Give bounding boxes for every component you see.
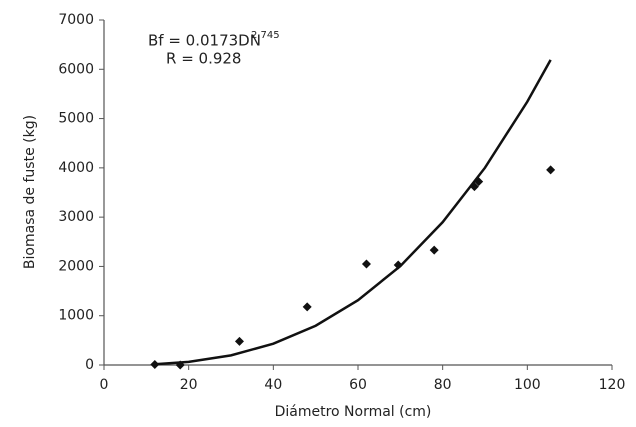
equation: Bf = 0.0173DN — [148, 32, 261, 50]
x-tick-label: 20 — [180, 377, 198, 393]
x-tick-label: 80 — [434, 377, 452, 393]
x-axis-label: Diámetro Normal (cm) — [275, 404, 432, 420]
point — [175, 360, 185, 370]
y-tick-label: 7000 — [58, 12, 94, 28]
x-tick-label: 40 — [264, 377, 282, 393]
x-tick-label: 100 — [514, 377, 541, 393]
point — [546, 165, 556, 175]
equation-exponent: 2.745 — [251, 30, 280, 41]
y-tick-label: 1000 — [58, 308, 94, 324]
point — [429, 245, 439, 255]
r-value: R = 0.928 — [166, 50, 241, 68]
point — [234, 336, 244, 346]
y-tick-label: 4000 — [58, 160, 94, 176]
point — [150, 360, 160, 370]
x-tick-label: 120 — [599, 377, 626, 393]
point — [474, 177, 484, 187]
y-tick-label: 2000 — [58, 258, 94, 274]
y-tick-label: 3000 — [58, 209, 94, 225]
y-tick-label: 5000 — [58, 111, 94, 127]
point — [469, 182, 479, 192]
x-tick-label: 60 — [349, 377, 367, 393]
y-tick-label: 6000 — [58, 61, 94, 77]
y-tick-label: 0 — [85, 357, 94, 373]
y-axis-label: Biomasa de fuste (kg) — [22, 115, 38, 269]
point — [361, 259, 371, 269]
point — [393, 260, 403, 270]
fit-curve — [154, 59, 552, 366]
x-tick-label: 0 — [100, 377, 109, 393]
point — [302, 302, 312, 312]
